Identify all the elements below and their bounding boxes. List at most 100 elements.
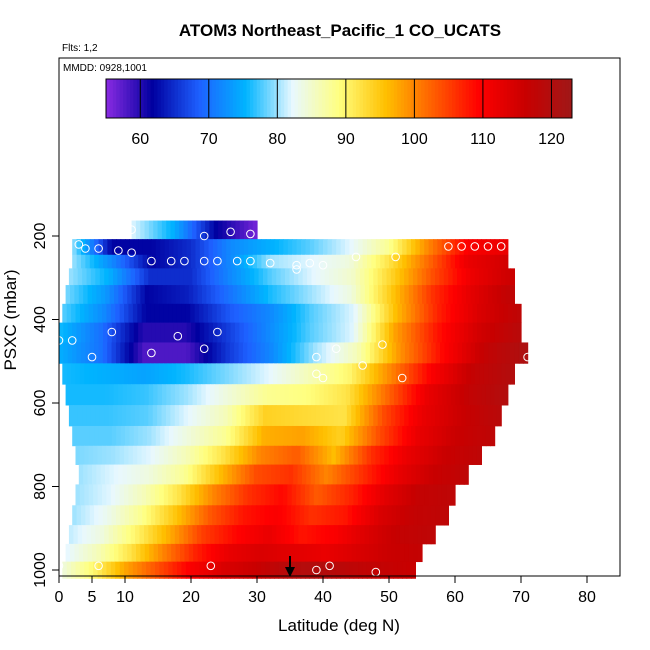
- heatmap-cell: [442, 384, 448, 406]
- heatmap-cell: [395, 543, 401, 563]
- heatmap-cell: [263, 543, 269, 563]
- heatmap-cell: [487, 405, 493, 427]
- heatmap-cell: [154, 445, 160, 465]
- heatmap-cell: [387, 363, 393, 385]
- heatmap-cell: [140, 384, 146, 406]
- heatmap-cell: [439, 268, 445, 286]
- heatmap-cell: [455, 464, 461, 485]
- heatmap-cell: [270, 239, 276, 256]
- heatmap-cell: [199, 254, 205, 269]
- heatmap-cell: [148, 525, 154, 545]
- heatmap-cell: [192, 464, 198, 485]
- data-point: [199, 344, 209, 354]
- colorbar-segment: [335, 79, 340, 118]
- heatmap-cell: [415, 425, 421, 447]
- heatmap-cell: [457, 342, 463, 364]
- heatmap-cell: [136, 285, 141, 305]
- heatmap-cell: [308, 505, 314, 526]
- heatmap-cell: [183, 384, 189, 406]
- heatmap-cell: [92, 543, 97, 563]
- colorbar-tick-label: 70: [200, 131, 218, 148]
- colorbar-segment: [177, 79, 182, 118]
- heatmap-cell: [413, 543, 419, 563]
- heatmap-cell: [322, 561, 328, 579]
- heatmap-cell: [353, 322, 359, 343]
- heatmap-cell: [131, 543, 137, 563]
- heatmap-cell: [298, 285, 304, 305]
- heatmap-cell: [196, 384, 202, 406]
- heatmap-cell: [115, 505, 121, 526]
- heatmap-cell: [435, 405, 441, 427]
- heatmap-cell: [177, 561, 183, 579]
- heatmap-cell: [463, 425, 469, 447]
- colorbar-segment: [417, 79, 422, 118]
- heatmap-cell: [384, 445, 390, 465]
- data-point: [496, 242, 506, 251]
- heatmap-cell: [334, 363, 340, 385]
- heatmap-cell: [315, 405, 321, 427]
- heatmap-cell: [252, 239, 258, 256]
- heatmap-cell: [129, 254, 135, 269]
- heatmap-cell: [278, 445, 284, 465]
- heatmap-cell: [306, 384, 312, 406]
- heatmap-cell: [262, 384, 268, 406]
- heatmap-cell: [142, 239, 148, 256]
- heatmap-cell: [135, 268, 141, 286]
- heatmap-cell: [131, 285, 137, 305]
- heatmap-cell: [73, 405, 79, 427]
- heatmap-cell: [226, 239, 232, 256]
- heatmap-cell: [194, 505, 200, 526]
- heatmap-cell: [236, 525, 242, 545]
- heatmap-cell: [406, 561, 412, 579]
- heatmap-cell: [256, 303, 262, 324]
- heatmap-cell: [349, 445, 355, 465]
- heatmap-cell: [243, 561, 249, 579]
- heatmap-cell: [252, 322, 258, 343]
- heatmap-cell: [463, 254, 469, 269]
- heatmap-cell: [334, 505, 340, 526]
- heatmap-cell: [236, 405, 242, 427]
- heatmap-cell: [300, 561, 306, 579]
- heatmap-cell: [446, 303, 452, 324]
- heatmap-cell: [426, 342, 432, 364]
- heatmap-cell: [170, 220, 176, 240]
- heatmap-cell: [173, 254, 179, 269]
- colorbar-segment: [280, 79, 285, 118]
- heatmap-cell: [221, 425, 227, 447]
- heatmap-cell: [461, 285, 467, 305]
- colorbar-segment: [297, 79, 302, 118]
- heatmap-cell: [296, 561, 302, 579]
- heatmap-cell: [262, 405, 268, 427]
- colorbar-segment: [510, 79, 515, 118]
- colorbar-segment: [527, 79, 532, 118]
- heatmap-cell: [369, 505, 375, 526]
- heatmap-cell: [76, 322, 82, 343]
- colorbar-segment: [448, 79, 453, 118]
- heatmap-cell: [245, 384, 251, 406]
- heatmap-cell: [86, 405, 92, 427]
- heatmap-cell: [106, 363, 112, 385]
- colorbar-segment: [267, 79, 271, 118]
- heatmap-cell: [169, 254, 174, 269]
- colorbar-segment: [212, 79, 217, 118]
- heatmap-cell: [204, 254, 210, 269]
- heatmap-cell: [375, 561, 381, 579]
- heatmap-cell: [275, 384, 281, 406]
- heatmap-cell: [308, 342, 314, 364]
- heatmap-cell: [415, 254, 421, 269]
- heatmap-cell: [459, 254, 465, 269]
- heatmap-cell: [309, 303, 315, 324]
- heatmap-cell: [411, 464, 417, 485]
- heatmap-cell: [371, 484, 377, 506]
- colorbar-segment: [229, 79, 234, 118]
- heatmap-cell: [269, 342, 275, 364]
- heatmap-cell: [232, 285, 238, 305]
- heatmap-cell: [260, 342, 266, 364]
- heatmap-cell: [210, 405, 216, 427]
- x-tick-label: 80: [578, 589, 596, 606]
- heatmap-cell: [274, 445, 280, 465]
- heatmap-cell: [362, 303, 368, 324]
- heatmap-cell: [378, 342, 384, 364]
- heatmap-cell: [391, 363, 397, 385]
- colorbar-segment: [232, 79, 237, 118]
